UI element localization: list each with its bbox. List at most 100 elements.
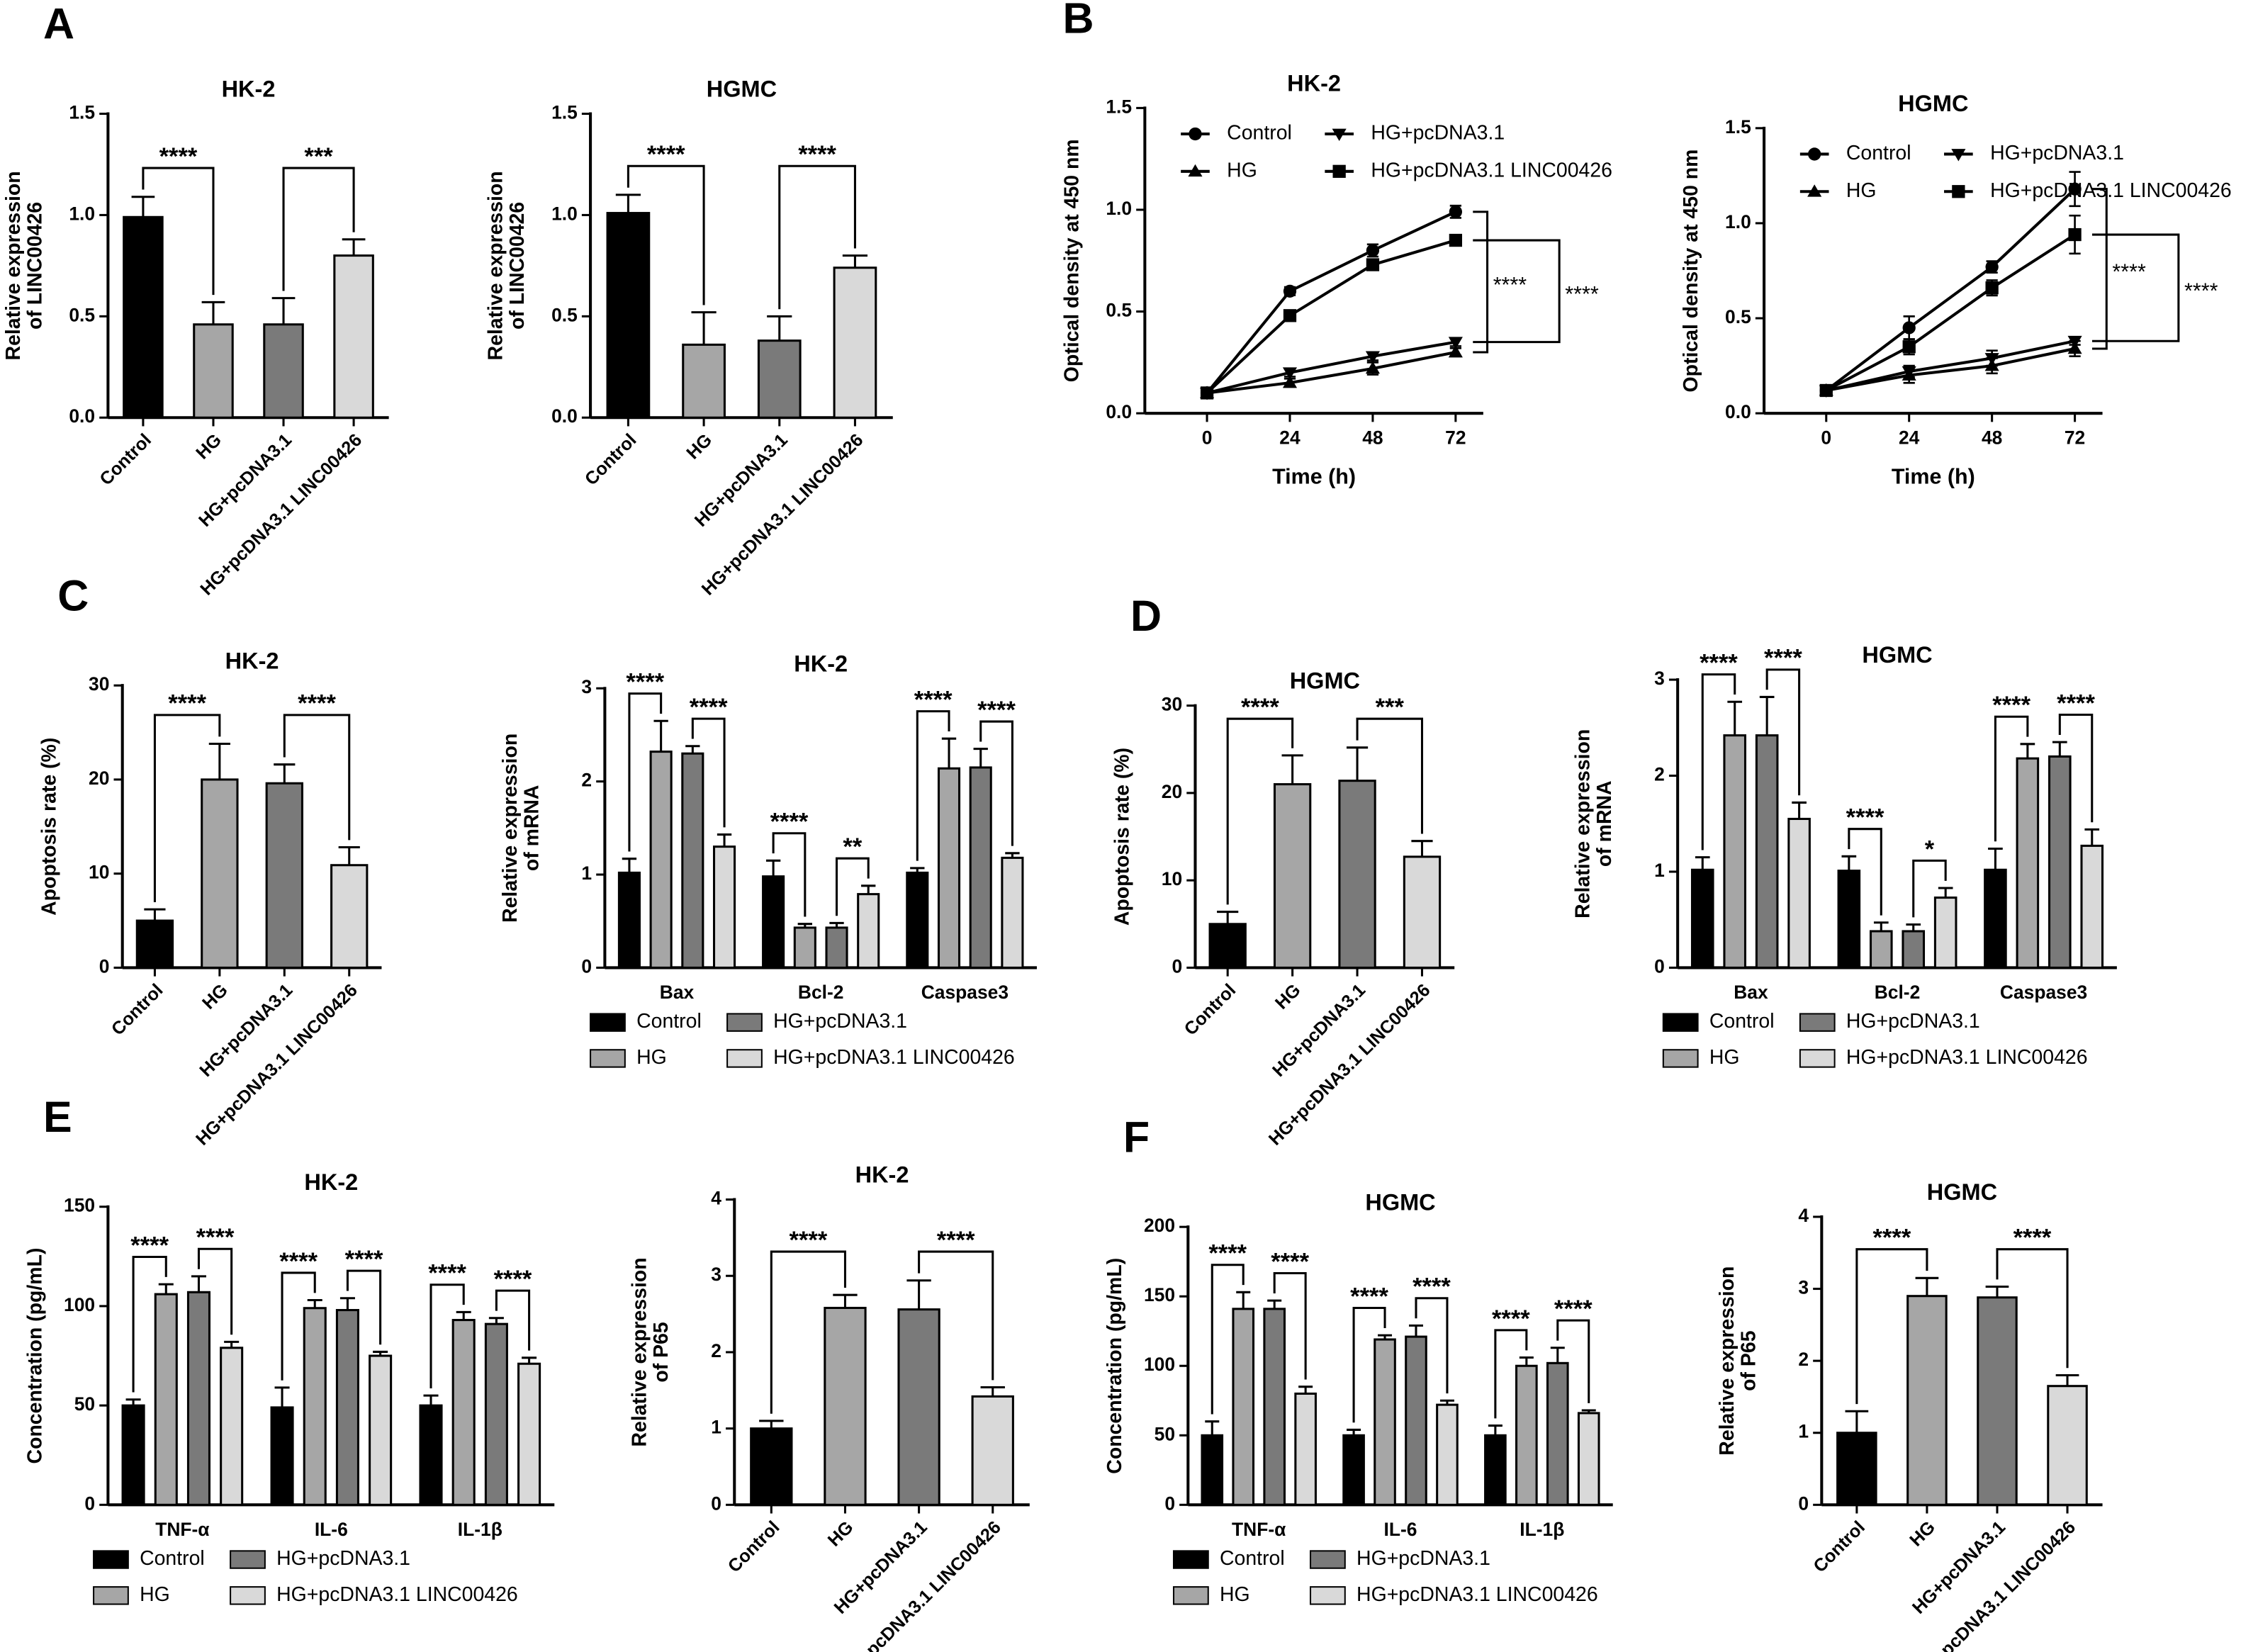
legend-label: HG+pcDNA3.1 LINC00426: [1371, 159, 1612, 181]
significance-label: *: [1925, 836, 1935, 862]
significance-label: ****: [798, 141, 836, 168]
significance-label: ***: [1376, 694, 1405, 721]
chart-title: HK-2: [1287, 70, 1341, 96]
bar: [265, 782, 303, 969]
bar: [1546, 1361, 1569, 1506]
y-tick-label: 0.5: [69, 304, 95, 325]
bar: [937, 767, 961, 969]
legend-label: HG+pcDNA3.1: [1846, 1010, 1980, 1033]
error-bar: [2055, 1373, 2079, 1386]
error-bar: [1346, 746, 1369, 781]
significance-label: ****: [2057, 690, 2095, 717]
legend-label: HG+pcDNA3.1 LINC00426: [276, 1583, 518, 1606]
bar: [825, 926, 848, 969]
significance-bracket: [1848, 828, 1882, 916]
x-tick-label: HG: [192, 430, 225, 463]
chart-title: HK-2: [855, 1162, 909, 1188]
x-tick-label: IL-1β: [458, 1519, 502, 1540]
significance-label: ***: [304, 143, 333, 170]
error-bar: [1792, 801, 1807, 819]
bar: [1787, 817, 1811, 969]
significance-label: ****: [428, 1260, 466, 1287]
bar: [270, 1406, 294, 1506]
bar: [833, 266, 877, 419]
error-bar: [842, 254, 868, 268]
significance-bracket: [836, 857, 870, 916]
significance-bracket: [1701, 673, 1736, 850]
x-tick-label: HG: [824, 1517, 858, 1551]
legend-label: HG+pcDNA3.1: [1357, 1547, 1490, 1570]
marker: [1902, 321, 1916, 335]
line: [1825, 188, 2076, 392]
marker: [1951, 149, 1966, 162]
marker: [1819, 383, 1833, 398]
marker: [1365, 361, 1380, 374]
legend-swatch: [590, 1049, 626, 1068]
x-tick-label: IL-1β: [1520, 1519, 1564, 1540]
bar: [971, 1395, 1014, 1506]
y-axis-label: Concentration (pg/mL): [1103, 1258, 1126, 1474]
significance-label: ****: [1700, 650, 1738, 677]
legend-label: HG+pcDNA3.1 LINC00426: [1357, 1583, 1598, 1606]
error-bar: [973, 748, 988, 768]
error-bar: [456, 1310, 471, 1320]
error-bar: [1519, 1356, 1534, 1366]
y-tick-label: 3: [711, 1264, 721, 1285]
bar: [263, 323, 304, 419]
y-tick-label: 100: [1144, 1354, 1175, 1375]
significance-bracket: [770, 1250, 846, 1414]
legend-swatch: [590, 1013, 626, 1032]
bar: [1977, 1296, 2018, 1506]
x-tick-label: Control: [108, 980, 167, 1040]
legend-swatch: [1172, 1550, 1209, 1569]
y-tick-label: 0: [1164, 1493, 1175, 1514]
significance-bracket: [628, 692, 663, 852]
legend-label: HG+pcDNA3.1: [276, 1547, 410, 1570]
x-tick-label: 0: [1202, 427, 1213, 449]
error-bar: [1985, 1285, 2009, 1298]
significance-label: ****: [1764, 645, 1802, 672]
significance-bracket: [691, 717, 726, 828]
chart-title: HGMC: [1290, 668, 1360, 694]
y-tick-label: 1.0: [1106, 198, 1132, 219]
y-tick-label: 0.5: [551, 304, 578, 325]
bar: [1374, 1338, 1396, 1506]
error-bar: [1411, 840, 1433, 857]
y-tick-label: 10: [89, 862, 109, 883]
y-tick-label: 1.0: [69, 203, 95, 224]
error-bar: [861, 884, 876, 894]
bar: [135, 919, 174, 969]
bar: [1201, 1434, 1224, 1506]
error-bar: [2052, 741, 2067, 757]
legend-swatch: [230, 1586, 266, 1605]
significance-bracket: [1273, 1271, 1307, 1380]
error-bar: [1938, 887, 1953, 898]
legend-swatch: [93, 1550, 129, 1569]
y-axis-label: Relative expression: [629, 1257, 651, 1446]
y-tick-label: 2: [711, 1340, 721, 1361]
marker: [1448, 344, 1463, 358]
legend-label: Control: [1846, 142, 1911, 164]
bar: [757, 339, 802, 419]
y-tick-label: 20: [1162, 781, 1182, 802]
y-tick-label: 3: [581, 676, 592, 697]
significance-label: ****: [690, 694, 728, 721]
y-tick-label: 0: [84, 1493, 95, 1514]
marker: [1902, 366, 1916, 379]
bar: [451, 1319, 476, 1506]
y-axis-label: Optical density at 450 nm: [1060, 139, 1083, 382]
y-tick-label: 0: [1654, 955, 1665, 977]
y-tick-label: 0.0: [551, 405, 578, 427]
significance-label: ****: [168, 690, 206, 717]
line: [1206, 351, 1456, 395]
significance-bracket: [1226, 717, 1294, 905]
x-tick-label: TNF-α: [1232, 1519, 1286, 1540]
error-bar: [1873, 921, 1889, 931]
y-tick-label: 1.5: [69, 101, 95, 123]
bar: [682, 343, 726, 419]
error-bar: [1841, 855, 1857, 871]
legend-label: HG: [1220, 1583, 1250, 1606]
error-bar: [1550, 1347, 1565, 1364]
y-tick-label: 0: [99, 955, 110, 977]
error-bar: [274, 1386, 290, 1407]
